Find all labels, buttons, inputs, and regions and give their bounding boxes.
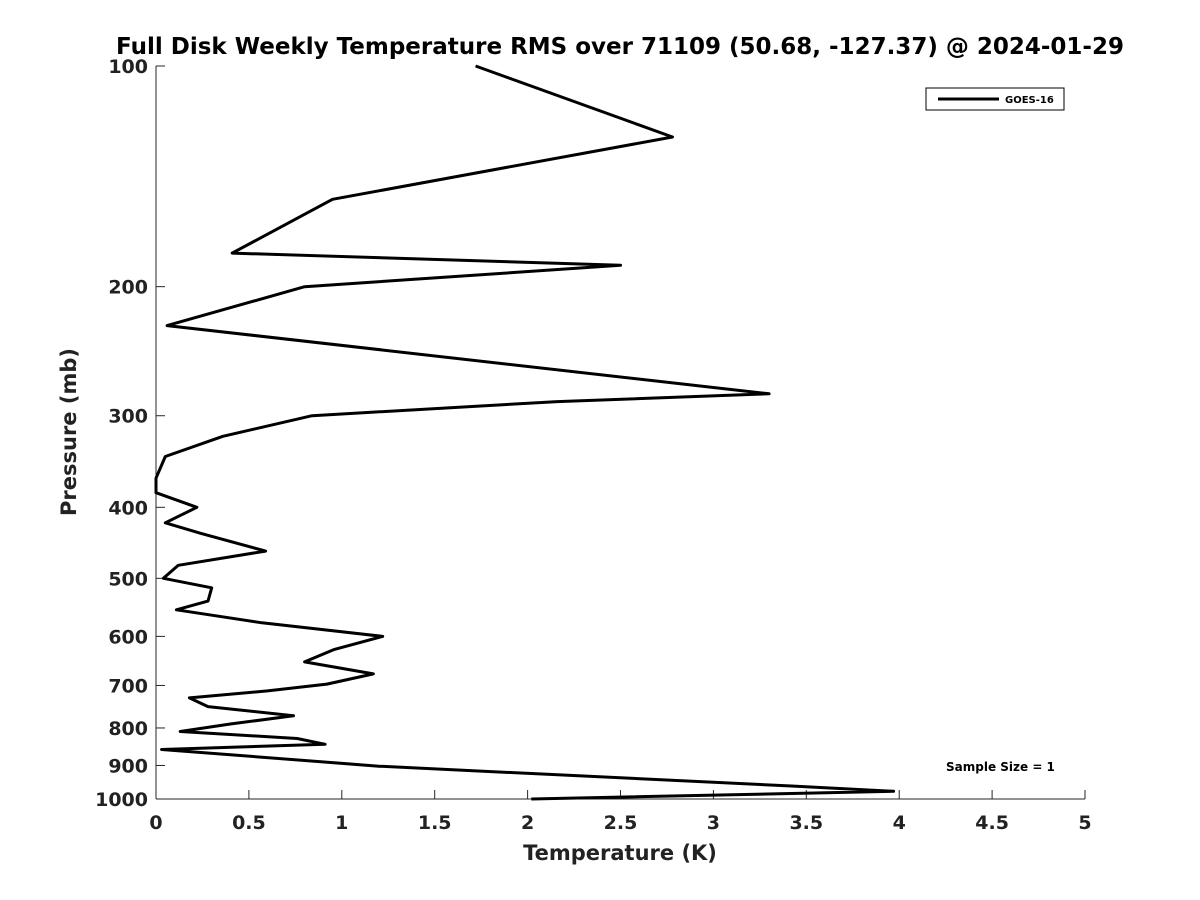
x-tick-label: 1 <box>335 812 348 834</box>
x-tick-label: 1.5 <box>418 812 452 834</box>
legend-label: GOES-16 <box>1005 95 1054 106</box>
x-tick-label: 0 <box>149 812 162 834</box>
chart-title: Full Disk Weekly Temperature RMS over 71… <box>116 34 1124 60</box>
x-tick-label: 2.5 <box>604 812 638 834</box>
series-layer <box>154 64 896 801</box>
x-axis-label: Temperature (K) <box>523 841 717 865</box>
legend: GOES-16 <box>925 87 1065 111</box>
x-tick-label: 2 <box>521 812 534 834</box>
series-line-goes-16 <box>154 64 896 801</box>
y-tick-label: 600 <box>108 626 148 648</box>
axes: 0 0.5 1 1.5 2 2.5 3 3.5 4 4.5 5 100 200 300 400 500 600 7… <box>95 56 1092 834</box>
y-tick-label: 400 <box>108 497 148 519</box>
y-tick-label: 500 <box>108 568 148 590</box>
x-tick-label: 0.5 <box>232 812 266 834</box>
y-axis-label: Pressure (mb) <box>57 348 81 516</box>
y-tick-label: 800 <box>108 718 148 740</box>
x-tick-label: 4.5 <box>975 812 1009 834</box>
x-tick-label: 3 <box>707 812 720 834</box>
x-tick-label: 5 <box>1078 812 1091 834</box>
sample-size-annotation: Sample Size = 1 <box>946 760 1055 774</box>
y-tick-label: 300 <box>108 406 148 428</box>
y-tick-label: 100 <box>108 56 148 78</box>
y-tick-label: 200 <box>108 277 148 299</box>
y-tick-label: 1000 <box>95 789 148 811</box>
y-tick-label: 900 <box>108 755 148 777</box>
y-tick-label: 700 <box>108 675 148 697</box>
x-tick-label: 3.5 <box>789 812 823 834</box>
x-tick-label: 4 <box>893 812 906 834</box>
